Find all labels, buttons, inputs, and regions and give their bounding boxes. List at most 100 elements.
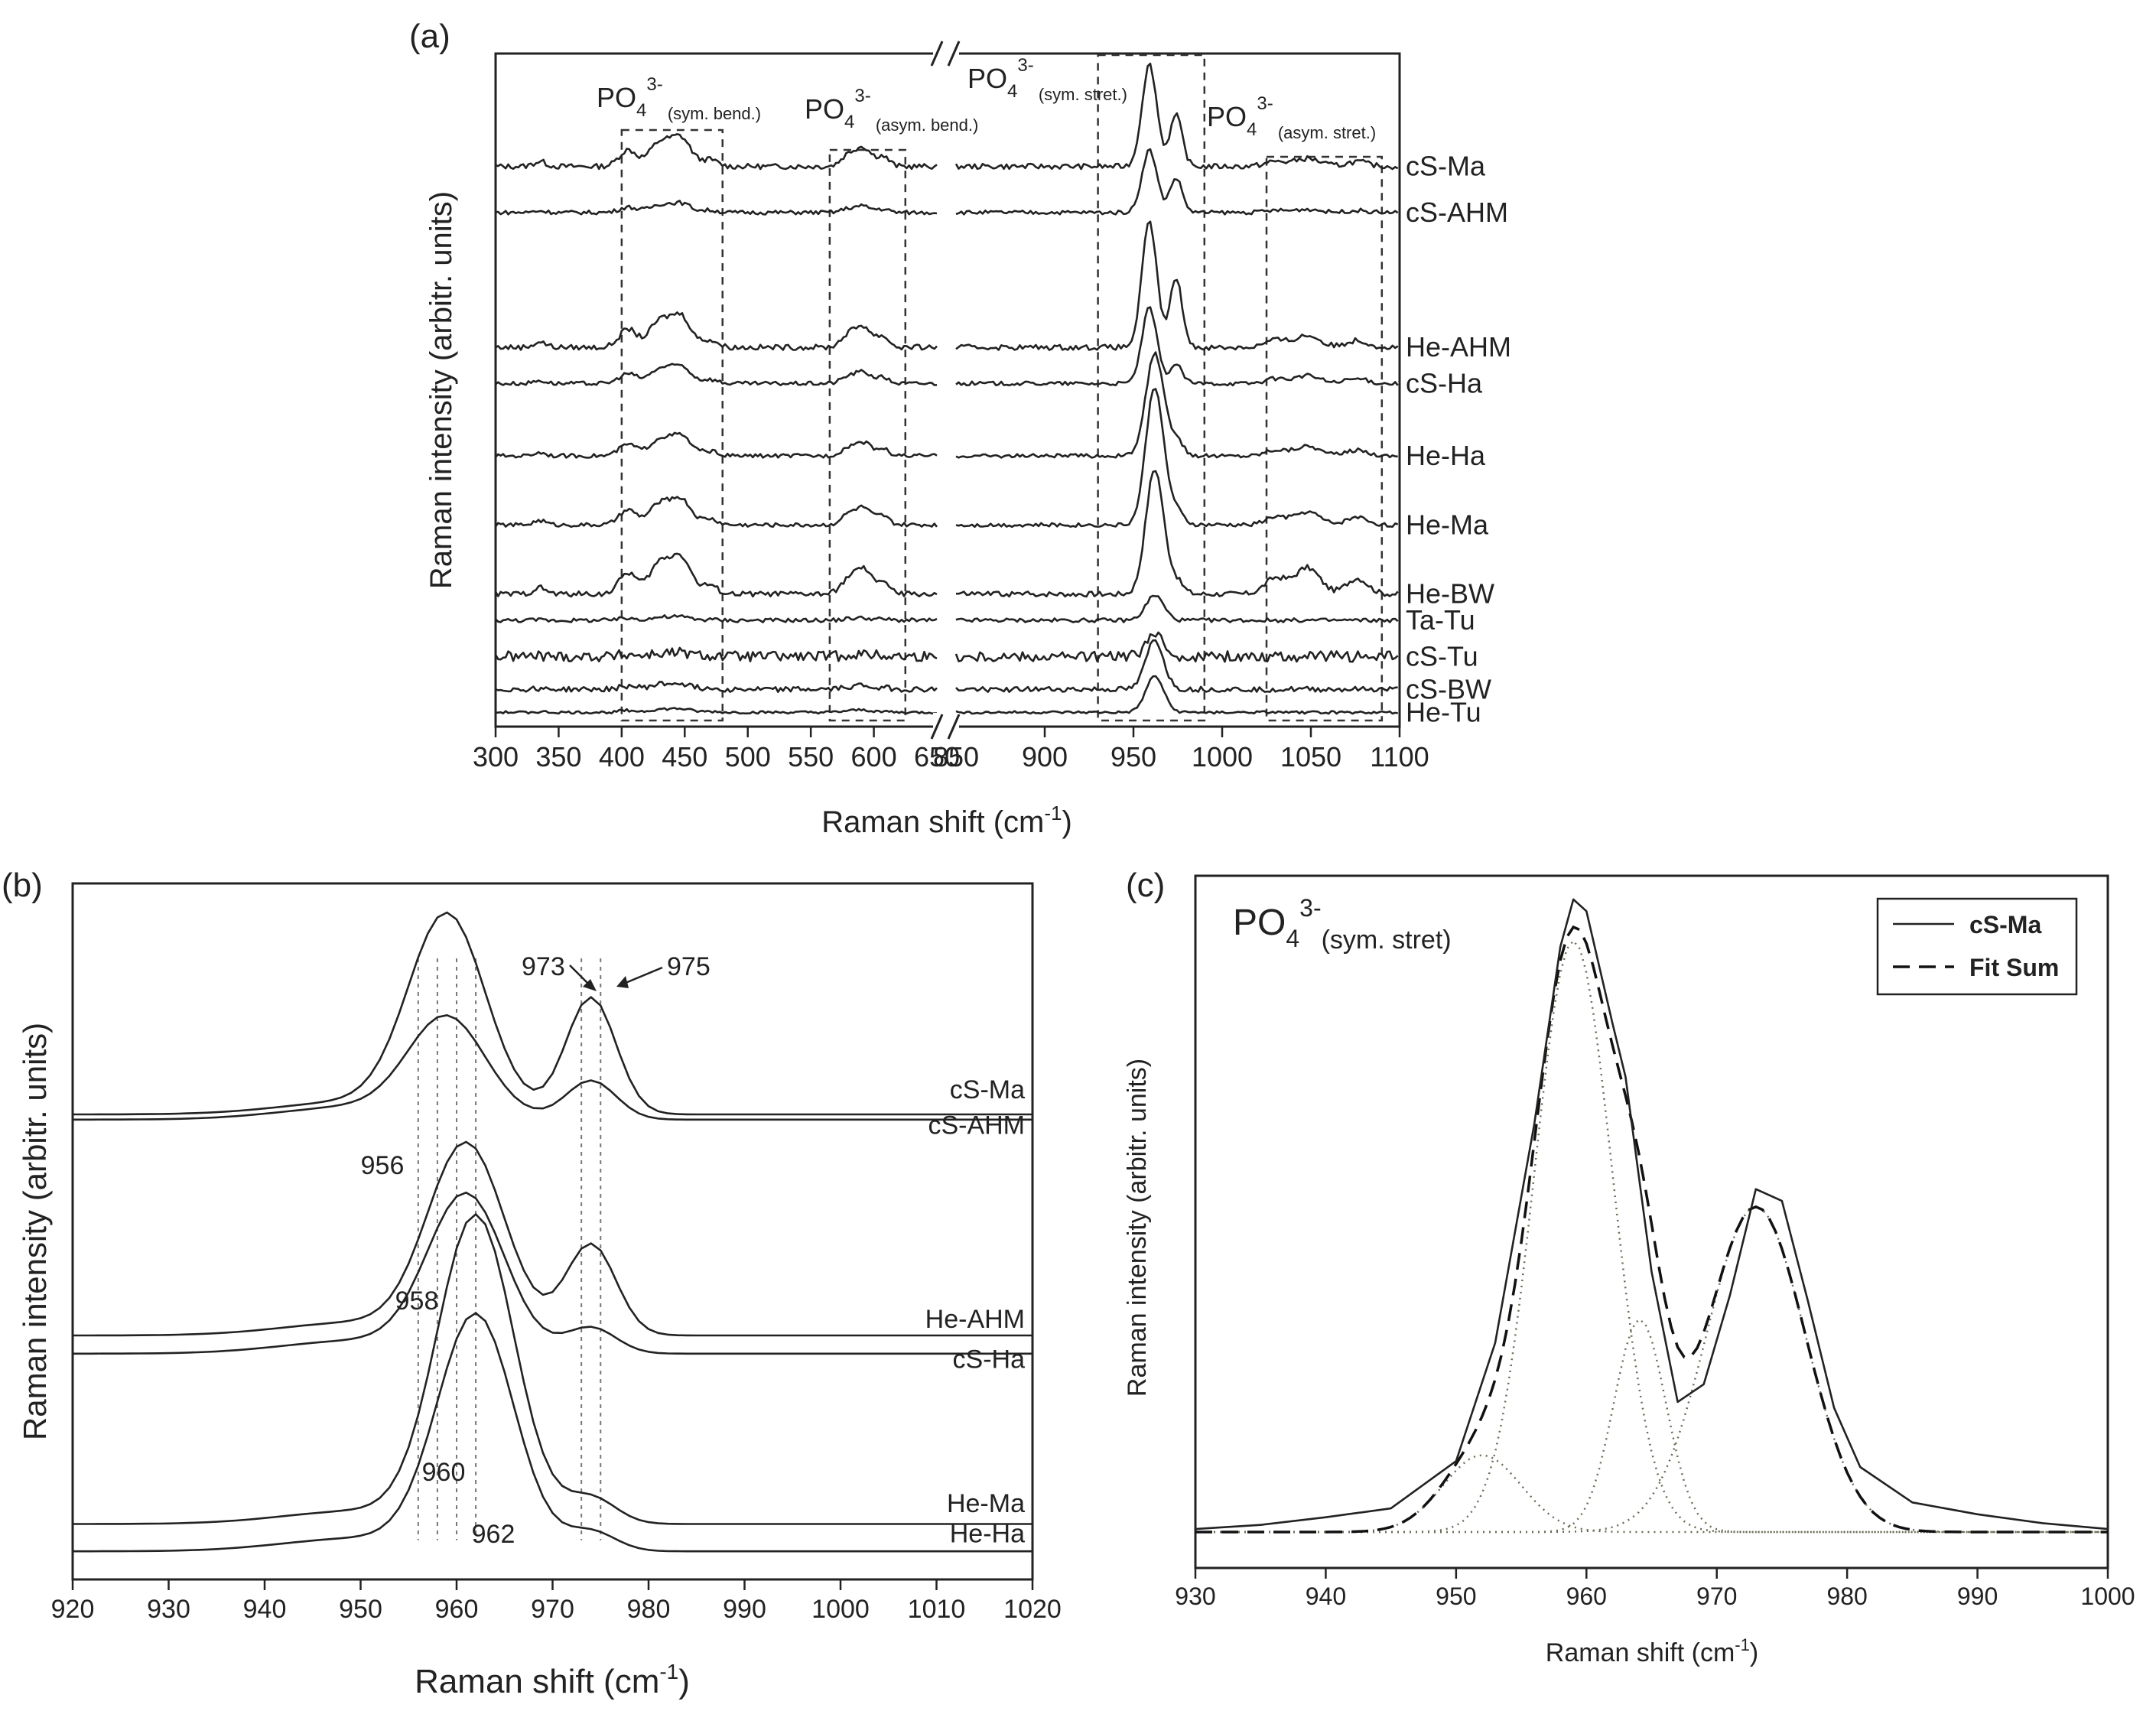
panel-c-title: PO43-(sym. stret) <box>1233 894 1452 955</box>
c-component-2 <box>1195 1318 2108 1534</box>
a-xtick-label: 650 <box>914 741 960 773</box>
a-series-high-cS-AHM <box>955 148 1399 216</box>
panel-c: (c) PO43-(sym. stret) 930 940 950 960 970 980… <box>1123 867 2135 1667</box>
a-xtick-label: 300 <box>473 741 519 773</box>
a-xtick-label: 350 <box>535 741 581 773</box>
c-fit-sum <box>1195 925 2108 1534</box>
region-label: PO43- (sym. stret.) <box>967 55 1127 104</box>
a-xtick-label: 450 <box>662 741 707 773</box>
a-xtick-label: 1000 <box>1192 741 1253 773</box>
c-xtick-label: 940 <box>1306 1583 1346 1610</box>
a-series-label: cS-Ma <box>1406 151 1486 182</box>
b-xtick-label: 960 <box>435 1595 479 1624</box>
region-box <box>620 128 724 722</box>
a-series-high-cS-Ma <box>954 62 1399 171</box>
a-series-low-He-Ma <box>494 496 938 529</box>
a-series-label: He-Tu <box>1406 696 1481 727</box>
b-series-He-Ma <box>73 1213 1032 1525</box>
panel-c-letter: (c) <box>1126 867 1165 904</box>
panel-c-components <box>1195 938 2108 1534</box>
a-series-low-He-AHM <box>495 311 938 351</box>
a-series-label: He-Ma <box>1406 509 1489 540</box>
b-xtick-label: 990 <box>723 1595 766 1624</box>
panel-c-x-label: Raman shift (cm-1) <box>1546 1635 1758 1667</box>
b-series-cS-Ma <box>73 911 1032 1116</box>
a-series-high-He-Tu <box>955 675 1398 715</box>
a-series-high-cS-Tu <box>954 631 1399 663</box>
a-xtick-label: 550 <box>788 741 834 773</box>
a-series-label: cS-Ha <box>1406 367 1483 398</box>
c-xtick-label: 950 <box>1436 1583 1476 1610</box>
panel-c-frame <box>1194 874 2109 1570</box>
region-label: PO43- (asym. bend.) <box>805 86 978 135</box>
panel-a-x-label: Raman shift (cm-1) <box>821 802 1072 839</box>
a-series-label: Ta-Tu <box>1406 604 1475 636</box>
legend-label-measured: cS-Ma <box>1969 911 2041 938</box>
a-series-low-cS-AHM <box>495 200 938 216</box>
b-series-He-AHM <box>73 1140 1032 1337</box>
annotation-973: 973 <box>522 952 565 981</box>
annotation-975: 975 <box>667 952 711 981</box>
a-series-low-He-Tu <box>496 707 937 715</box>
annotation-956: 956 <box>361 1151 405 1180</box>
region-label: PO43- (asym. stret.) <box>1207 93 1376 142</box>
panel-b-x-ticks: 920 930 940 950 960 970 980 990 1000 1010 1020 <box>51 1579 1062 1624</box>
a-xtick-label: 1100 <box>1370 741 1429 773</box>
a-series-low-cS-BW <box>495 681 938 693</box>
legend-box <box>1876 897 2078 996</box>
panel-a-axis-break <box>930 40 961 740</box>
b-xtick-label: 950 <box>339 1595 382 1624</box>
region-box <box>1265 155 1384 722</box>
b-xtick-label: 1020 <box>1003 1595 1062 1624</box>
a-series-label: He-Ha <box>1406 440 1486 471</box>
a-series-label: cS-BW <box>1406 673 1491 704</box>
legend: cS-Ma Fit Sum <box>1876 897 2078 996</box>
b-series-cS-AHM <box>73 1014 1032 1121</box>
panel-a-frame <box>494 52 1401 728</box>
c-xtick-label: 960 <box>1566 1583 1607 1610</box>
a-series-high-He-BW <box>956 470 1399 598</box>
a-series-low-cS-Tu <box>494 646 938 662</box>
annotation-962: 962 <box>472 1520 515 1549</box>
panel-a-series <box>494 62 1399 715</box>
a-series-low-He-Ha <box>495 431 938 459</box>
c-xtick-label: 970 <box>1696 1583 1737 1610</box>
b-series-label: cS-Ma <box>950 1075 1025 1104</box>
c-xtick-label: 980 <box>1826 1583 1867 1610</box>
c-component-0 <box>1195 1454 2108 1534</box>
b-series-cS-Ha <box>73 1191 1032 1355</box>
c-component-3 <box>1195 1205 2108 1534</box>
c-xtick-label: 930 <box>1175 1583 1215 1610</box>
annotation-arrows <box>569 964 663 991</box>
legend-label-fit: Fit Sum <box>1969 954 2059 981</box>
a-series-high-cS-BW <box>955 639 1398 693</box>
b-series-label: cS-Ha <box>953 1345 1026 1374</box>
panel-b-guides <box>417 958 602 1540</box>
b-xtick-label: 930 <box>147 1595 190 1624</box>
panel-a-y-label: Raman intensity (arbitr. units) <box>424 191 458 589</box>
b-xtick-label: 940 <box>243 1595 287 1624</box>
b-xtick-label: 920 <box>51 1595 95 1624</box>
annotation-958: 958 <box>395 1287 439 1316</box>
a-series-high-He-Ha <box>955 351 1398 459</box>
panel-a-letter: (a) <box>409 18 450 55</box>
region-label: PO43- (sym. bend.) <box>597 74 761 123</box>
a-xtick-label: 1050 <box>1280 741 1341 773</box>
a-xtick-label: 400 <box>599 741 645 773</box>
panel-c-lines <box>1195 898 2109 1534</box>
panel-a-region-boxes: PO43- (sym. bend.) PO43- (asym. bend.)PO4… <box>597 54 1384 722</box>
a-xtick-label: 850 <box>933 741 979 773</box>
b-xtick-label: 1010 <box>908 1595 966 1624</box>
a-series-label: He-BW <box>1406 578 1494 610</box>
a-xtick-label: 950 <box>1111 741 1156 773</box>
a-series-high-Ta-Tu <box>955 594 1399 623</box>
a-series-high-He-Ma <box>955 388 1399 529</box>
panel-c-y-label: Raman intensity (arbitr. units) <box>1123 1059 1152 1397</box>
panel-b-y-label: Raman intensity (arbitr. units) <box>17 1023 53 1440</box>
c-xtick-label: 990 <box>1957 1583 1998 1610</box>
a-xtick-label: 600 <box>851 741 897 773</box>
annotation-960: 960 <box>422 1458 466 1487</box>
a-xtick-label: 500 <box>725 741 771 773</box>
